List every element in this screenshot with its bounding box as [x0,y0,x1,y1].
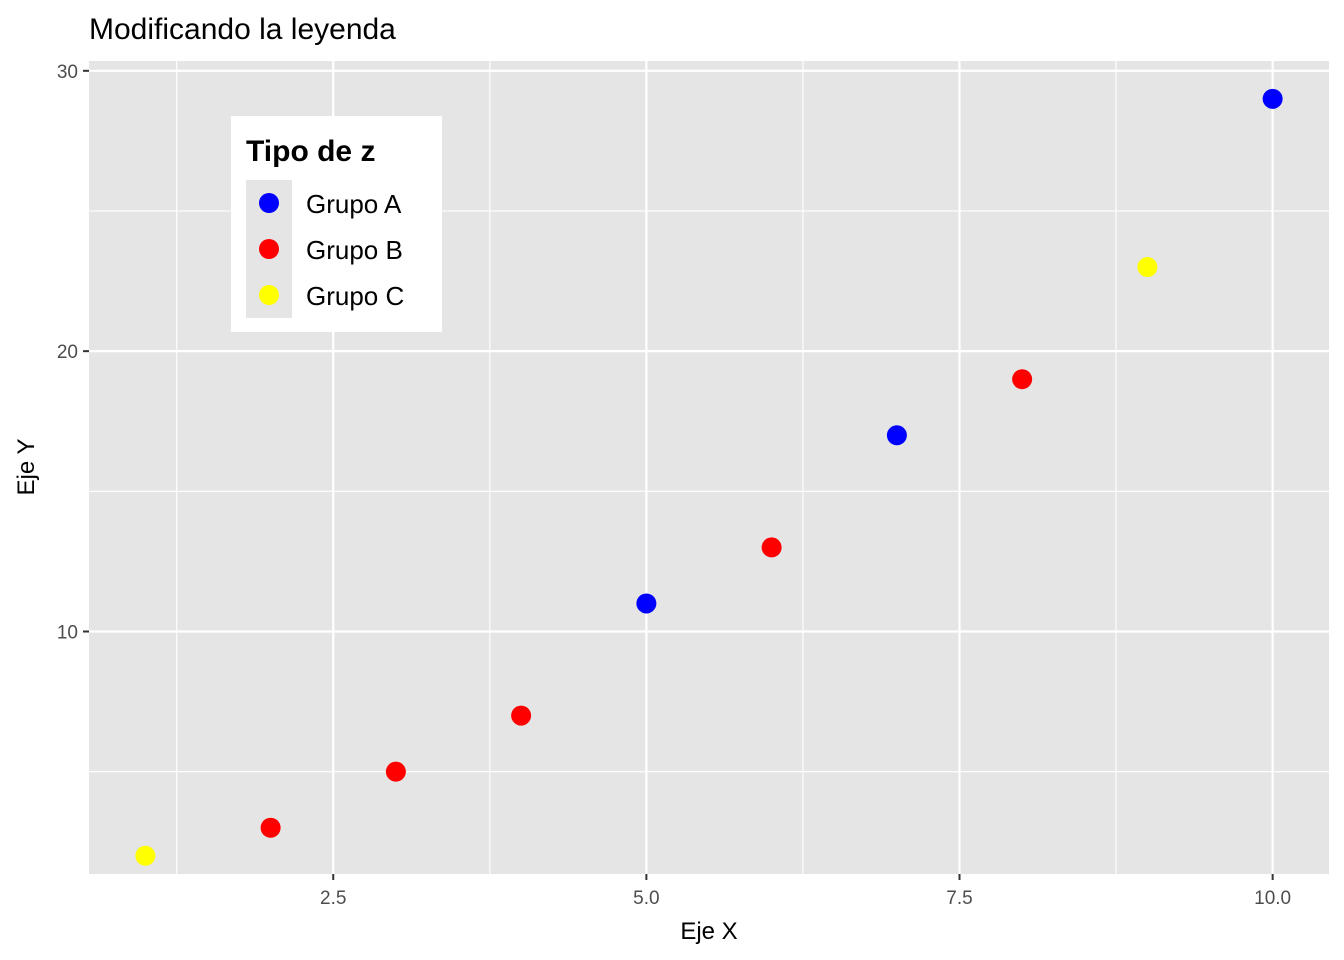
x-tick-label: 5.0 [633,888,659,909]
legend-items: Grupo A Grupo B Grupo C [246,180,404,318]
legend-label: Grupo A [306,189,402,219]
legend-title: Tipo de z [246,135,375,168]
legend-key [259,239,279,259]
data-point [1262,88,1283,109]
x-axis: 2.5 5.0 7.5 10.0 [320,874,1291,909]
data-point [1137,257,1158,278]
y-tick-label: 10 [57,623,78,644]
minor-gridlines [89,61,1329,874]
data-points [135,88,1283,866]
legend-label: Grupo C [306,281,404,311]
legend-key [259,193,279,213]
y-tick-label: 20 [57,342,78,363]
data-point [636,593,657,614]
legend: Tipo de z Grupo A Grupo B Grupo C [231,116,442,332]
x-tick-label: 7.5 [946,888,972,909]
legend-key [259,285,279,305]
x-tick-label: 2.5 [320,888,346,909]
y-axis: 10 20 30 [57,62,89,644]
y-tick-label: 30 [57,62,78,83]
data-point [886,425,907,446]
legend-label: Grupo B [306,235,403,265]
data-point [135,845,156,866]
data-point [1012,369,1033,390]
y-axis-label: Eje Y [13,439,40,496]
data-point [511,705,532,726]
x-axis-label: Eje X [680,918,737,945]
chart-title: Modificando la leyenda [89,13,396,46]
data-point [761,537,782,558]
data-point [385,761,406,782]
data-point [260,817,281,838]
x-tick-label: 10.0 [1254,888,1291,909]
